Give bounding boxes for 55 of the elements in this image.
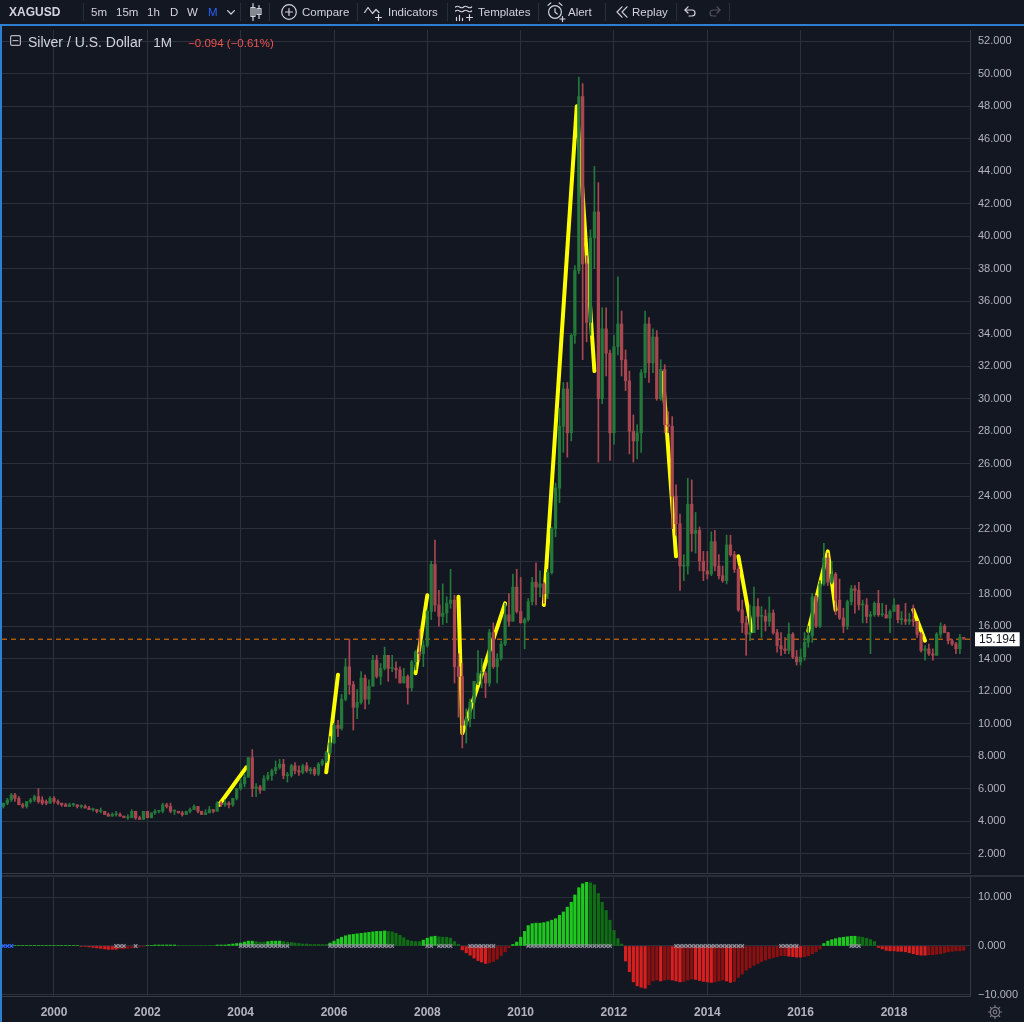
text: M: [208, 5, 218, 20]
x-tick-label: 2006: [320, 1004, 348, 1019]
x-tick-label: 2000: [40, 1004, 68, 1019]
y-tick-label: 46.000: [978, 131, 1012, 144]
y-tick-label: 52.000: [978, 34, 1012, 47]
x-tick-label: 2010: [507, 1004, 535, 1019]
y-tick-label: 30.000: [978, 391, 1012, 404]
y-tick-label: 10.000: [978, 716, 1012, 729]
text: D: [170, 5, 179, 20]
y-tick-label: 28.000: [978, 424, 1012, 437]
y-tick-label: 50.000: [978, 66, 1012, 79]
y-tick-label: 0.000: [978, 939, 1006, 951]
y-tick-label: 2.000: [978, 846, 1006, 859]
text: Indicators: [388, 5, 438, 20]
text: 5m: [91, 5, 107, 20]
text: Alert: [568, 5, 592, 20]
x-tick-label: 2002: [134, 1004, 162, 1019]
text: XAGUSD: [9, 4, 61, 21]
y-tick-label: 38.000: [978, 261, 1012, 274]
x-tick-label: 2014: [693, 1004, 722, 1019]
text: Templates: [478, 5, 531, 20]
y-tick-label: 6.000: [978, 781, 1006, 794]
y-tick-label: 32.000: [978, 359, 1012, 372]
x-tick-label: 2012: [600, 1004, 628, 1019]
y-tick-label: 42.000: [978, 196, 1012, 209]
y-tick-label: 34.000: [978, 326, 1012, 339]
x-tick-label: 2016: [787, 1004, 815, 1019]
x-tick-label: 2008: [413, 1004, 441, 1019]
x-tick-label: 2018: [880, 1004, 908, 1019]
y-tick-label: 26.000: [978, 456, 1012, 469]
text: Compare: [302, 5, 350, 20]
y-tick-label: 22.000: [978, 521, 1012, 534]
y-tick-label: 20.000: [978, 554, 1012, 567]
y-tick-label: 10.000: [978, 890, 1012, 903]
y-tick-label: 14.000: [978, 651, 1012, 664]
y-tick-label: 12.000: [978, 684, 1012, 697]
y-tick-label: 8.000: [978, 749, 1006, 762]
y-tick-label: 16.000: [978, 619, 1012, 632]
y-tick-label: 24.000: [978, 489, 1012, 502]
y-tick-label: 18.000: [978, 586, 1012, 599]
y-tick-label: 48.000: [978, 99, 1012, 112]
text: 1h: [147, 5, 160, 20]
y-tick-label: 40.000: [978, 229, 1012, 242]
y-tick-label: 44.000: [978, 164, 1012, 177]
chart-title: Silver / U.S. Dollar: [28, 34, 143, 50]
annotation: −0.094 (−0.61%): [188, 37, 274, 49]
ref-line-label: 15.194: [979, 632, 1017, 647]
chart-subtitle: 1M: [153, 35, 173, 50]
y-tick-label: 36.000: [978, 294, 1012, 307]
text: Replay: [632, 5, 668, 20]
y-tick-label: 4.000: [978, 814, 1006, 827]
text: 15m: [116, 5, 139, 20]
x-tick-label: 2004: [227, 1004, 255, 1019]
y-tick-label: −10.000: [978, 987, 1019, 1000]
text: W: [187, 5, 198, 20]
